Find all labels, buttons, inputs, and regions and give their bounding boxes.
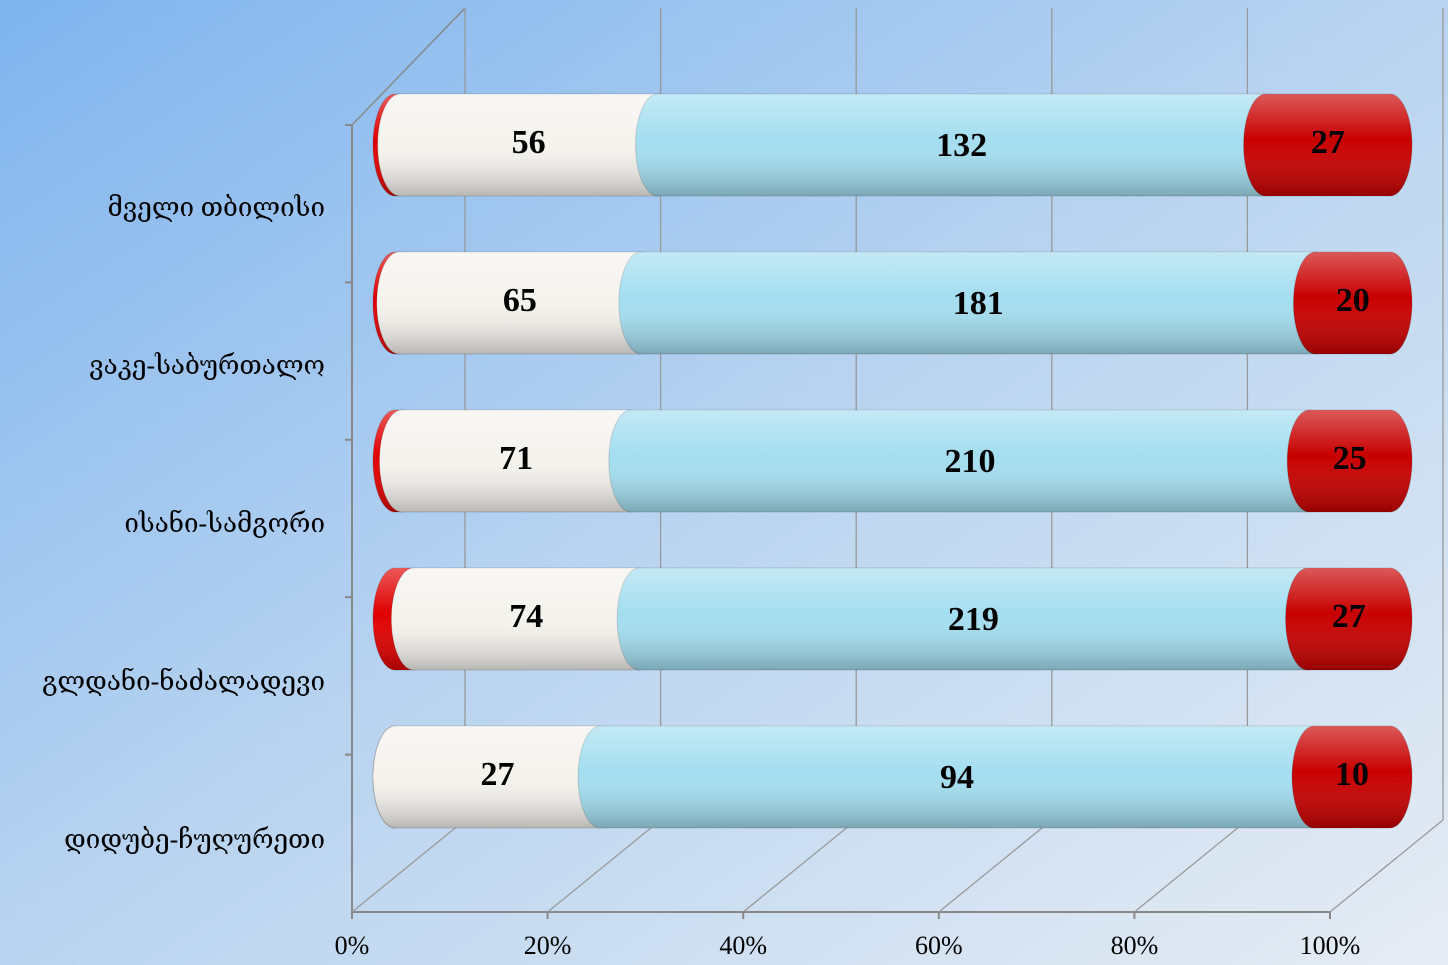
bar-shade	[376, 252, 663, 354]
value-label: 27	[1332, 598, 1366, 635]
category-label: გლდანი-ნაძალადევი	[42, 667, 325, 696]
grid-line	[1329, 8, 1444, 913]
x-tick-label: 80%	[1111, 931, 1159, 960]
bar-shade	[608, 410, 1332, 512]
bar-shade	[379, 410, 653, 512]
bar-shade	[618, 252, 1338, 354]
value-label: 27	[481, 756, 515, 793]
value-label: 71	[499, 440, 533, 477]
value-label: 94	[940, 759, 974, 796]
value-label: 65	[503, 282, 537, 319]
bar-shade	[617, 568, 1330, 670]
value-label: 181	[953, 285, 1004, 322]
value-label: 56	[512, 124, 546, 161]
category-label: დიდუბე-ჩუღურეთი	[64, 825, 325, 854]
bar-shade	[1287, 410, 1412, 512]
bar-shade	[1243, 94, 1412, 196]
bar-shade	[1285, 568, 1412, 670]
bar-shade	[635, 94, 1288, 196]
bar-shade	[391, 568, 662, 670]
x-tick-label: 0%	[335, 931, 370, 960]
x-tick-label: 60%	[915, 931, 963, 960]
category-label: მველი თბილისი	[108, 193, 325, 222]
value-label: 219	[948, 601, 999, 638]
value-label: 10	[1335, 756, 1369, 793]
value-label: 210	[945, 443, 996, 480]
value-label: 132	[936, 127, 987, 164]
bar-shade	[578, 726, 1337, 828]
x-tick-label: 20%	[524, 931, 572, 960]
category-label: ისანი-სამგორი	[124, 509, 325, 538]
x-tick-label: 100%	[1300, 931, 1361, 960]
bar-shade	[373, 726, 623, 828]
bar-shade	[1293, 252, 1412, 354]
value-label: 20	[1336, 282, 1370, 319]
bar-shade	[377, 94, 680, 196]
category-label: ვაკე-საბურთალო	[89, 351, 325, 380]
bar-shade	[1292, 726, 1412, 828]
value-label: 74	[509, 598, 543, 635]
x-tick-label: 40%	[719, 931, 767, 960]
value-label: 27	[1311, 124, 1345, 161]
wall-edge	[351, 7, 466, 126]
value-label: 25	[1333, 440, 1367, 477]
